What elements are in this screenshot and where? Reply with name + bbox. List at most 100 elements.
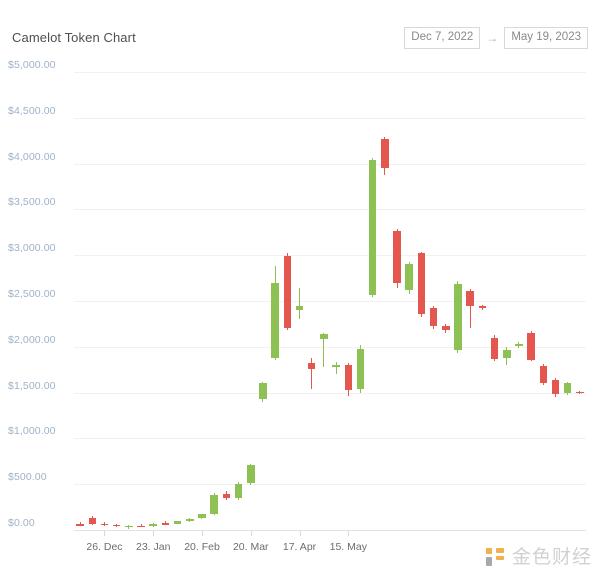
x-axis-line — [74, 530, 586, 531]
candlestick[interactable] — [295, 288, 304, 320]
candlestick[interactable] — [515, 342, 523, 348]
candlestick[interactable] — [246, 464, 255, 485]
candlestick[interactable] — [149, 523, 157, 527]
y-axis-tick-label: $500.00 — [8, 471, 47, 484]
candlestick[interactable] — [454, 280, 462, 354]
candlestick-body — [234, 483, 243, 498]
candlestick-body — [442, 325, 450, 331]
candlestick-body — [454, 283, 462, 351]
candlestick[interactable] — [125, 524, 133, 530]
gridline — [74, 163, 586, 165]
candlestick[interactable] — [539, 364, 548, 386]
candlestick[interactable] — [393, 228, 401, 289]
candlestick-body — [539, 366, 548, 383]
candlestick-body — [320, 333, 328, 339]
y-axis-tick-label: $4,500.00 — [8, 104, 56, 117]
gridline — [74, 392, 586, 394]
candlestick[interactable] — [307, 357, 316, 389]
candlestick-wick — [299, 288, 300, 320]
candlestick-body — [295, 306, 304, 311]
candlestick[interactable] — [405, 261, 413, 294]
candlestick-body — [490, 337, 499, 359]
candlestick-wick — [164, 521, 166, 525]
candlestick[interactable] — [76, 521, 84, 527]
range-arrow-icon: → — [486, 30, 499, 45]
date-from-input[interactable]: Dec 7, 2022 — [404, 27, 481, 49]
candlestick[interactable] — [381, 137, 389, 175]
candlestick[interactable] — [576, 390, 584, 394]
candlestick-wick — [323, 333, 325, 367]
x-axis-tick-label: 15. May — [329, 541, 367, 553]
candlestick[interactable] — [356, 344, 365, 393]
candlestick-body — [527, 333, 535, 360]
candlestick-body — [88, 518, 97, 525]
candlestick-chart[interactable]: $5,000.00 $4,500.00 $4,000.00 $3,500.00 $3,0… — [0, 59, 600, 553]
candlestick[interactable] — [161, 521, 170, 525]
chart-header: Camelot Token Chart Dec 7, 2022 → May 19… — [0, 0, 600, 62]
page-title: Camelot Token Chart — [12, 30, 136, 45]
gridline — [74, 301, 586, 302]
x-axis-tick-mark — [348, 531, 350, 536]
gridline — [74, 209, 586, 211]
candlestick-body — [356, 348, 365, 389]
candlestick[interactable] — [442, 323, 450, 334]
candlestick-wick — [140, 524, 142, 527]
candlestick[interactable] — [88, 516, 97, 525]
candlestick[interactable] — [429, 306, 438, 330]
candlestick[interactable] — [173, 520, 182, 525]
candlestick-body — [405, 264, 413, 290]
candlestick-wick — [335, 362, 337, 375]
candlestick-body — [368, 159, 377, 296]
x-axis-tick-label: 17. Apr — [282, 541, 317, 553]
candlestick-body — [125, 525, 133, 528]
candlestick-body — [515, 344, 523, 346]
candlestick[interactable] — [100, 522, 109, 526]
gridline — [74, 72, 586, 73]
candlestick[interactable] — [112, 523, 121, 528]
gridline — [74, 438, 586, 440]
candlestick[interactable] — [222, 490, 231, 500]
candlestick-body — [344, 365, 353, 390]
candlestick[interactable] — [551, 377, 560, 398]
candlestick-wick — [79, 521, 81, 527]
candlestick[interactable] — [234, 482, 243, 500]
candlestick[interactable] — [417, 251, 426, 318]
candle-series[interactable] — [0, 62, 600, 540]
candlestick[interactable] — [332, 362, 340, 375]
candlestick[interactable] — [271, 266, 279, 360]
candlestick[interactable] — [527, 331, 535, 362]
candlestick[interactable] — [368, 158, 377, 298]
candlestick[interactable] — [466, 289, 474, 329]
candlestick[interactable] — [344, 363, 353, 397]
candlestick-body — [417, 253, 426, 314]
candlestick-body — [283, 256, 292, 328]
y-axis-tick-label: $1,500.00 — [8, 379, 56, 392]
candlestick[interactable] — [210, 493, 218, 516]
candlestick[interactable] — [320, 333, 328, 367]
candlestick-body — [563, 383, 572, 393]
date-to-input[interactable]: May 19, 2023 — [504, 27, 588, 49]
candlestick[interactable] — [478, 304, 487, 311]
candlestick-body — [222, 494, 231, 499]
candlestick[interactable] — [186, 518, 194, 523]
date-range-picker[interactable]: Dec 7, 2022 → May 19, 2023 — [404, 27, 588, 49]
candlestick-body — [198, 514, 206, 519]
candlestick[interactable] — [259, 381, 267, 402]
gridline — [74, 117, 586, 119]
candlestick-body — [332, 365, 340, 367]
gridline — [74, 255, 586, 257]
candlestick-body — [76, 524, 84, 526]
x-axis-tick-label: 20. Mar — [232, 541, 269, 553]
candlestick[interactable] — [283, 253, 292, 331]
x-axis-tick-mark — [202, 531, 203, 536]
candlestick-body — [246, 465, 255, 484]
candlestick[interactable] — [502, 346, 511, 366]
candlestick-body — [307, 363, 316, 369]
candlestick[interactable] — [137, 524, 145, 528]
candlestick[interactable] — [198, 513, 206, 519]
y-axis-tick-label: $1,000.00 — [8, 425, 56, 438]
candlestick[interactable] — [490, 334, 499, 362]
candlestick-body — [393, 231, 401, 283]
candlestick[interactable] — [563, 381, 572, 396]
candlestick-body — [100, 523, 109, 526]
